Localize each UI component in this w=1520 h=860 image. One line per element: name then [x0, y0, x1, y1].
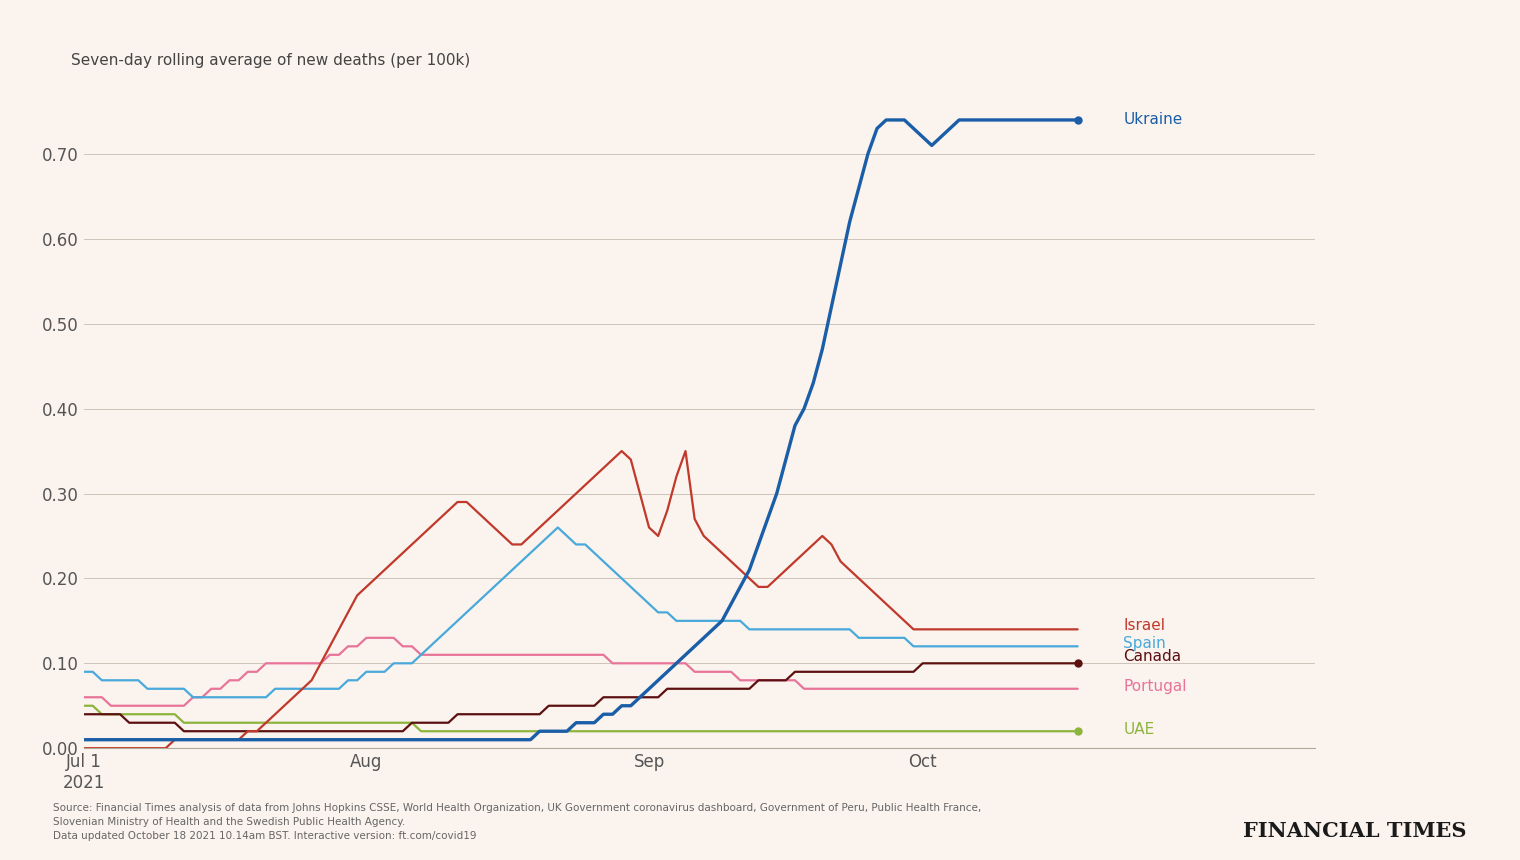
Text: FINANCIAL TIMES: FINANCIAL TIMES — [1243, 821, 1467, 841]
Text: Source: Financial Times analysis of data from Johns Hopkins CSSE, World Health O: Source: Financial Times analysis of data… — [53, 803, 982, 841]
Text: Seven-day rolling average of new deaths (per 100k): Seven-day rolling average of new deaths … — [71, 53, 471, 68]
Text: Ukraine: Ukraine — [1123, 113, 1183, 127]
Text: Portugal: Portugal — [1123, 679, 1187, 694]
Text: Israel: Israel — [1123, 617, 1166, 633]
Text: Canada: Canada — [1123, 649, 1181, 664]
Text: UAE: UAE — [1123, 722, 1155, 737]
Text: Spain: Spain — [1123, 636, 1166, 651]
